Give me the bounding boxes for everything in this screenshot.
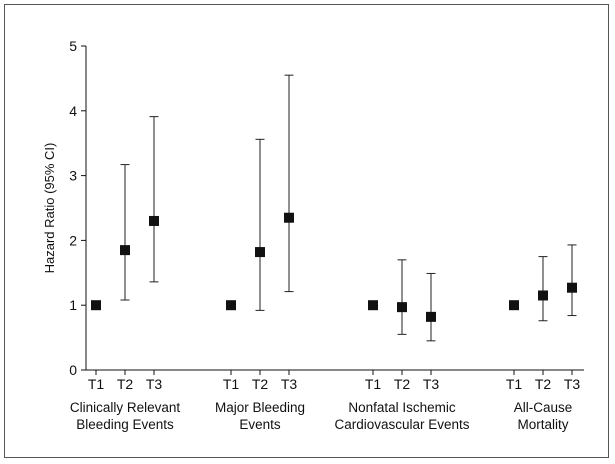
group-label: Cardiovascular Events [334, 417, 469, 432]
group-label: Major Bleeding [215, 400, 305, 415]
hazard-ratio-point [538, 290, 548, 301]
group-label: All-Cause [514, 400, 573, 415]
x-tick-label: T2 [252, 376, 269, 392]
chart-frame [4, 4, 609, 458]
x-tick-label: T3 [564, 376, 581, 392]
x-tick-label: T1 [88, 376, 105, 392]
hazard-ratio-point [120, 245, 130, 256]
hazard-ratio-point [149, 215, 159, 226]
hazard-ratio-point [255, 247, 265, 258]
group-label: Clinically Relevant [70, 400, 181, 415]
group-label: Events [239, 417, 281, 432]
y-tick-label: 3 [69, 168, 77, 184]
hazard-ratio-point [426, 311, 436, 322]
y-tick-label: 5 [69, 38, 77, 54]
x-tick-label: T1 [365, 376, 382, 392]
x-tick-label: T3 [423, 376, 440, 392]
group-label: Nonfatal Ischemic [348, 400, 456, 415]
x-tick-label: T2 [394, 376, 411, 392]
hazard-ratio-point [397, 302, 407, 313]
y-tick-label: 1 [69, 297, 77, 313]
x-tick-label: T3 [146, 376, 163, 392]
hazard-ratio-point [91, 300, 101, 311]
hazard-ratio-point [284, 212, 294, 223]
x-tick-label: T2 [117, 376, 134, 392]
hazard-ratio-point [226, 300, 236, 311]
y-tick-label: 4 [69, 103, 77, 119]
hazard-ratio-point [567, 282, 577, 293]
hazard-ratio-point [509, 300, 519, 311]
x-tick-label: T1 [223, 376, 240, 392]
x-tick-label: T2 [535, 376, 552, 392]
y-tick-label: 2 [69, 232, 77, 248]
y-tick-label: 0 [69, 362, 77, 378]
group-label: Bleeding Events [76, 417, 174, 432]
y-axis-label: Hazard Ratio (95% CI) [42, 143, 57, 274]
x-tick-label: T1 [506, 376, 523, 392]
hazard-ratio-point [368, 300, 378, 311]
x-tick-label: T3 [281, 376, 298, 392]
group-label: Mortality [517, 417, 568, 432]
